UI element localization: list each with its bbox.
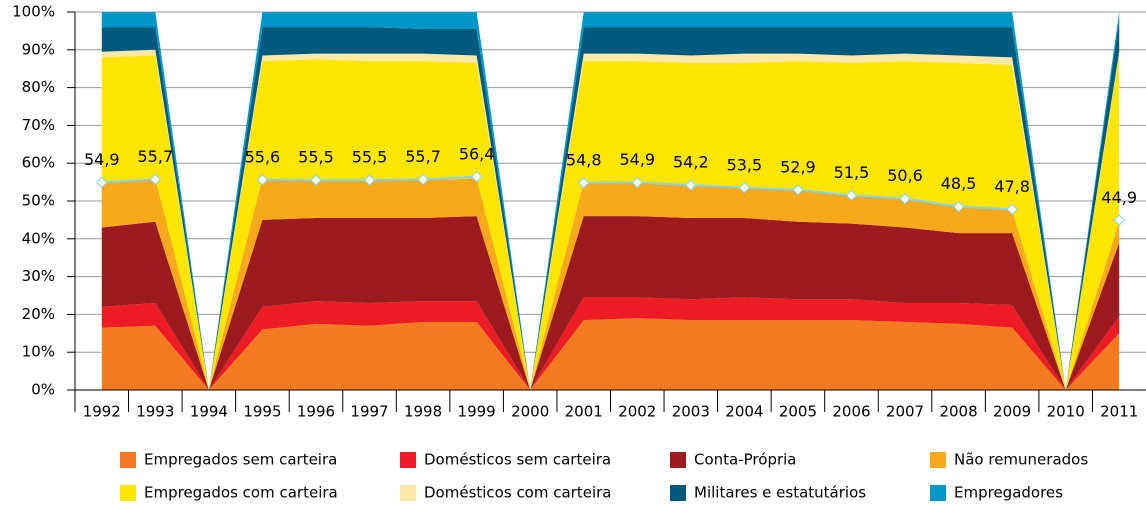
y-tick-label: 50% [22,192,55,210]
legend-swatch [670,452,686,468]
data-label: 55,7 [405,147,441,166]
data-label: 54,9 [84,150,120,169]
marker [738,182,751,194]
marker [363,174,376,186]
y-tick-label: 60% [22,154,55,172]
y-tick-label: 20% [22,305,55,323]
x-tick-label: 2007 [886,403,924,421]
legend-swatch [120,485,136,501]
y-tick-label: 30% [22,267,55,285]
marker [578,177,590,189]
legend-swatch [930,452,946,468]
y-tick-label: 40% [22,229,55,247]
area [101,178,1120,390]
data-label: 48,5 [941,174,977,193]
legend-swatch [670,485,686,501]
x-tick-label: 1994 [190,403,228,421]
data-label: 55,6 [245,147,281,166]
x-tick-label: 1995 [243,403,281,421]
data-label: 51,5 [834,163,870,182]
data-label: 55,7 [138,147,174,166]
legend-label: Militares e estatutários [694,484,866,502]
marker [1006,203,1018,216]
marker [149,173,162,186]
area [101,318,1120,390]
x-tick-label: 2002 [618,403,656,421]
x-tick-label: 1992 [83,403,121,421]
data-label: 47,8 [994,177,1030,196]
x-tick-label: 1993 [136,403,174,421]
legend-swatch [400,485,416,501]
marker [899,193,911,205]
x-tick-label: 2005 [779,403,817,421]
data-label: 54,8 [566,150,602,169]
legend-label: Domésticos com carteira [424,484,612,502]
x-tick-label: 2006 [832,403,870,421]
marker [256,174,269,186]
line [101,178,156,184]
legend-swatch [120,452,136,468]
x-tick-label: 2001 [565,403,603,421]
y-tick-label: 0% [31,381,55,399]
area [101,216,1120,390]
x-tick-label: 2000 [511,403,549,421]
y-tick-label: 100% [12,3,55,21]
data-label: 56,4 [459,144,495,163]
marker [417,173,429,186]
x-tick-label: 1999 [458,403,496,421]
x-tick-label: 2003 [672,403,710,421]
marker [470,171,483,183]
legend-label: Não remunerados [954,451,1088,469]
legend-label: Domésticos sem carteira [424,451,611,469]
marker [96,176,108,189]
x-tick-label: 1997 [350,403,388,421]
data-label: 54,2 [673,153,709,172]
legend-label: Empregados sem carteira [144,451,337,469]
marker [1113,214,1125,226]
x-tick-label: 2011 [1100,403,1138,421]
x-tick-label: 2008 [939,403,977,421]
data-label: 55,5 [352,148,388,167]
x-tick-label: 1996 [297,403,335,421]
marker [631,176,643,189]
legend-swatch [400,452,416,468]
x-tick-label: 2004 [725,403,763,421]
x-tick-label: 2010 [1047,403,1085,421]
data-label: 53,5 [727,155,763,174]
area [101,297,1120,390]
marker [952,200,965,213]
legend-label: Empregadores [954,484,1063,502]
legend-label: Empregados com carteira [144,484,338,502]
area [101,12,1120,390]
data-label: 50,6 [887,166,923,185]
marker [845,189,858,202]
y-tick-label: 90% [22,40,55,58]
data-label: 54,9 [619,150,655,169]
data-label: 44,9 [1101,188,1137,207]
area [101,49,1120,391]
y-tick-label: 80% [22,78,55,96]
legend-label: Conta-Própria [694,451,797,469]
data-label: 55,5 [298,148,334,167]
marker [310,174,322,186]
x-tick-label: 2009 [993,403,1031,421]
y-tick-label: 10% [22,343,55,361]
y-tick-label: 70% [22,116,55,134]
area [101,55,1120,390]
legend-swatch [930,485,946,501]
marker [685,179,697,191]
marker [792,184,804,196]
x-tick-label: 1998 [404,403,442,421]
data-label: 52,9 [780,158,816,177]
